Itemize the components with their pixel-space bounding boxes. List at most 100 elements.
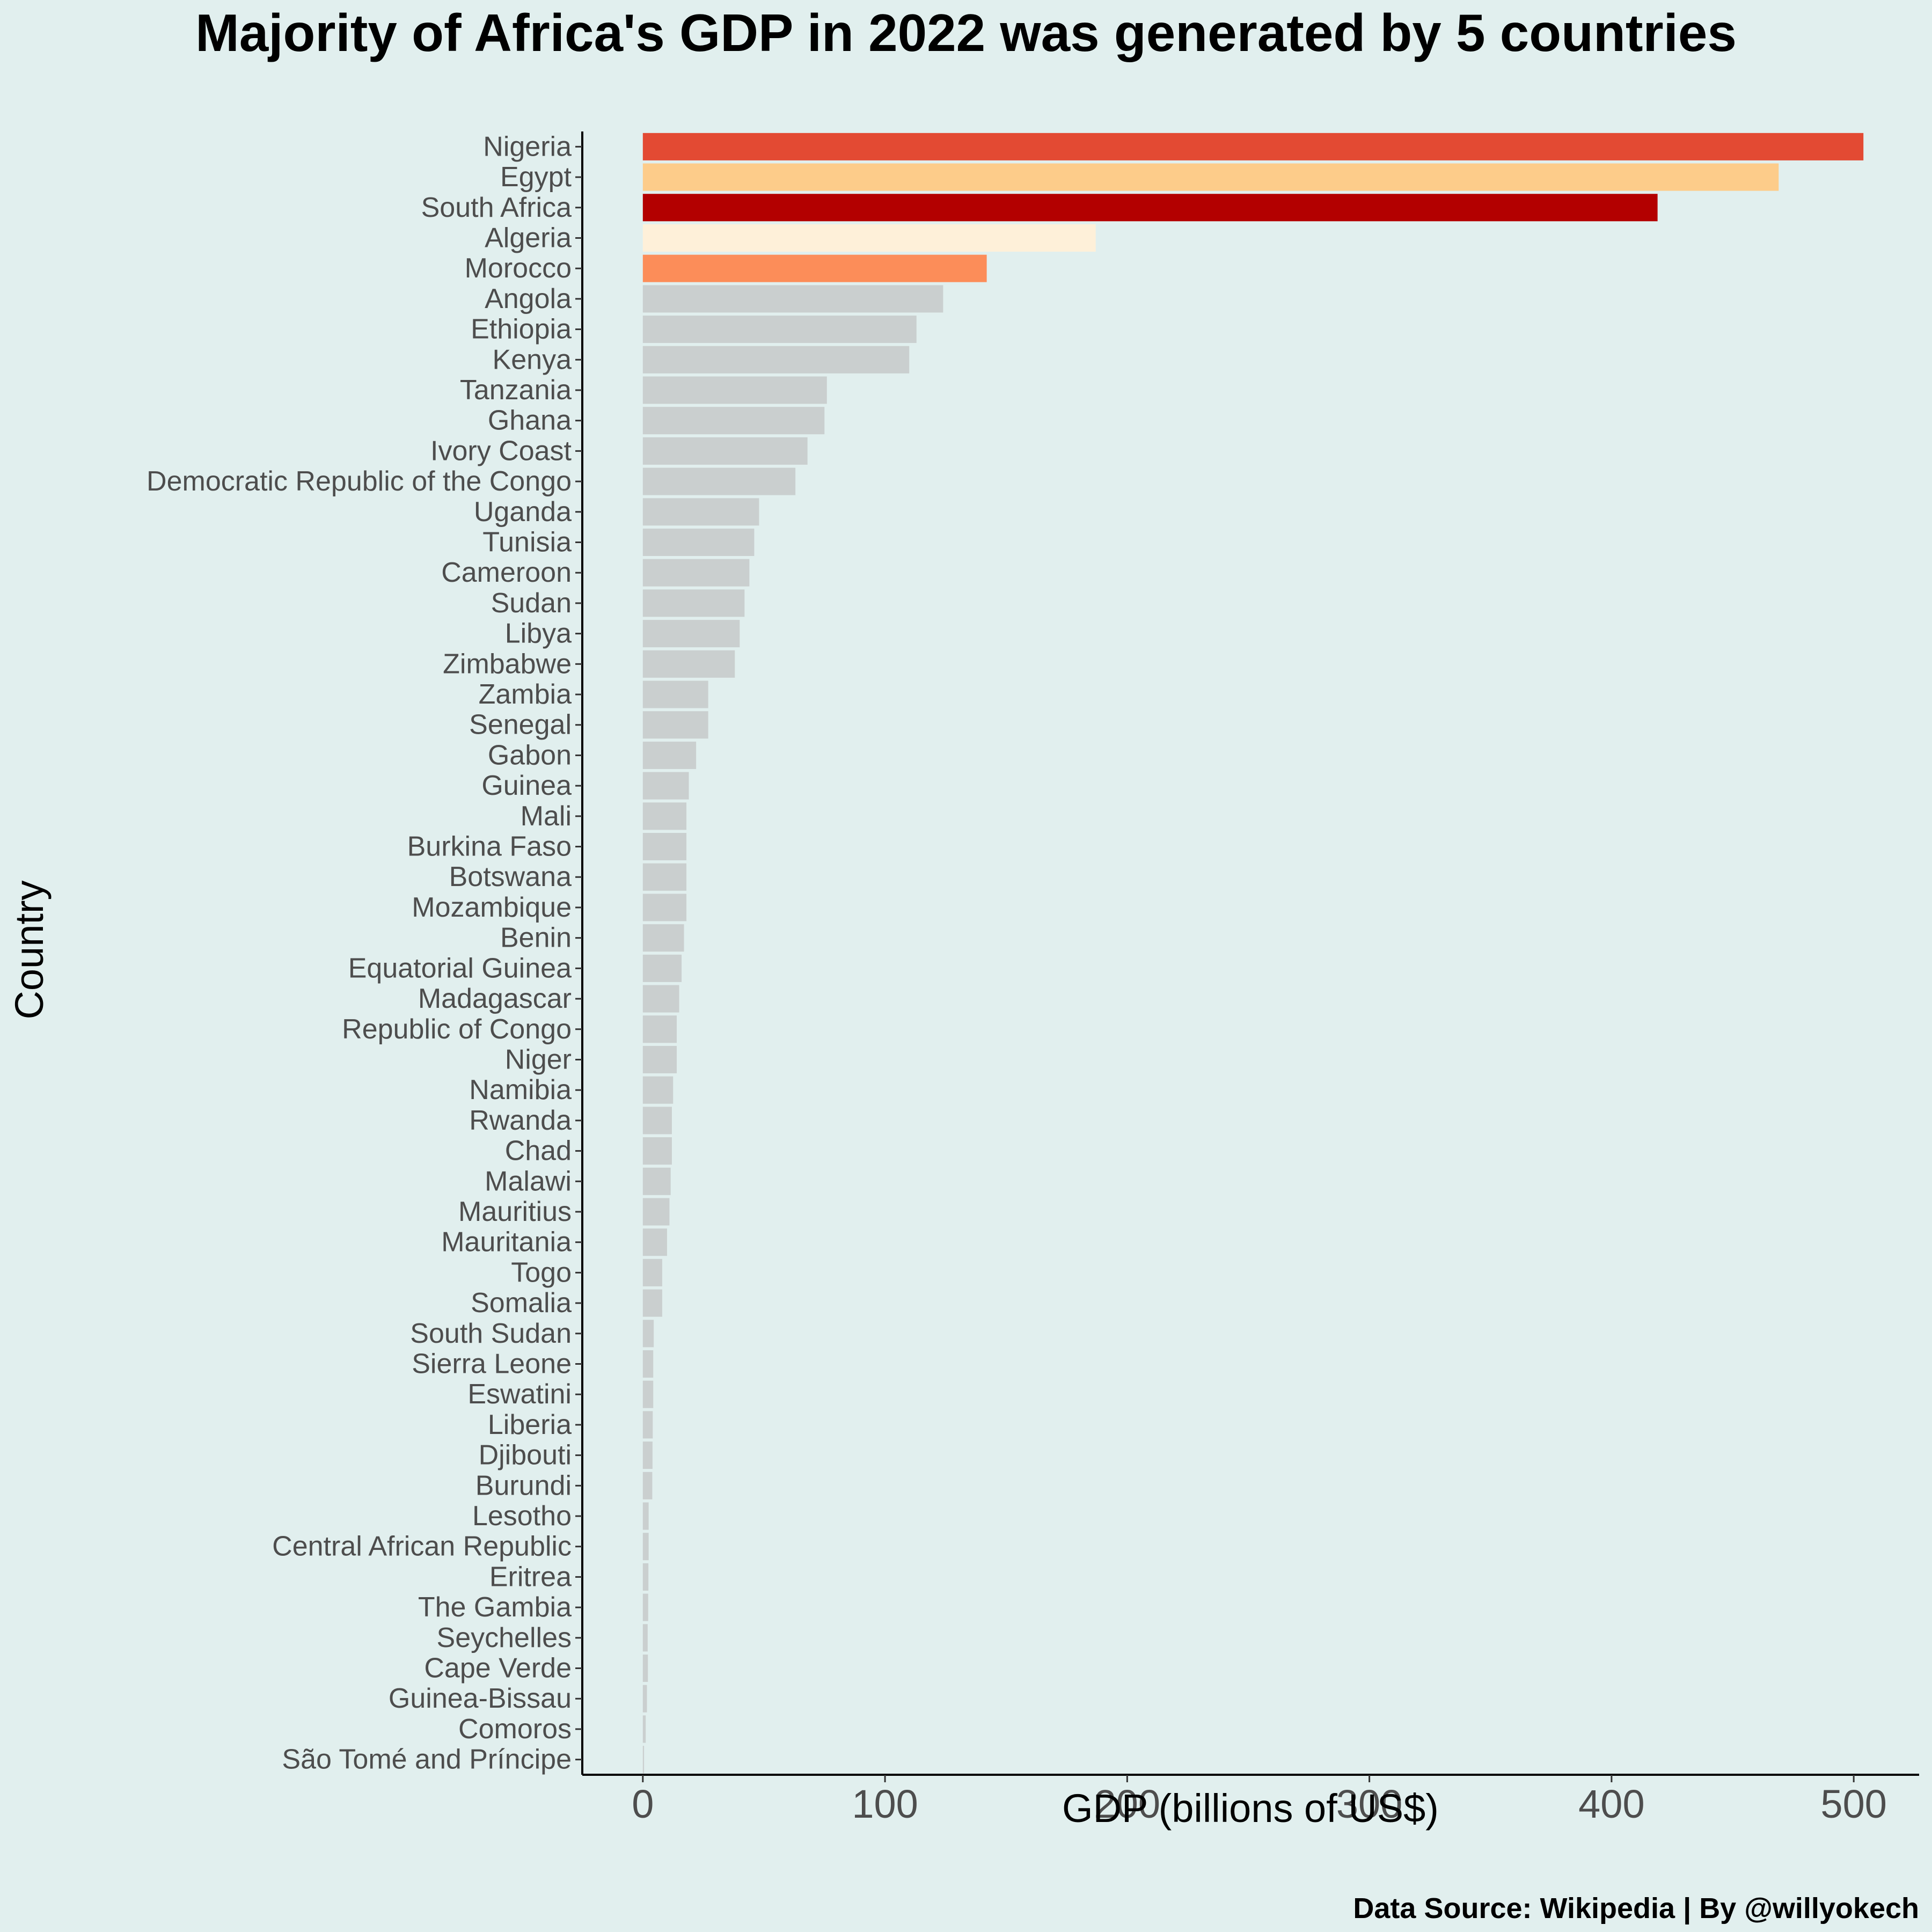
y-tick-label: Central African Republic (272, 1531, 572, 1562)
bar (642, 407, 825, 435)
bar (642, 1350, 654, 1378)
y-tick-label: Mauritius (458, 1196, 572, 1227)
bar (642, 589, 745, 617)
bar (642, 833, 687, 861)
y-tick-label: Somalia (471, 1287, 572, 1319)
bar (642, 711, 708, 739)
bar (642, 650, 735, 678)
data-source-caption: Data Source: Wikipedia | By @willyokech (1353, 1892, 1919, 1925)
bar (642, 285, 943, 313)
y-tick-label: Burundi (475, 1470, 572, 1501)
bar (642, 985, 679, 1013)
bar (642, 346, 910, 374)
x-tick-label: 0 (632, 1782, 654, 1826)
bar (642, 1624, 648, 1652)
y-tick-label: Sierra Leone (412, 1349, 572, 1380)
bar (642, 528, 755, 557)
bar (642, 620, 740, 648)
y-tick-label: Mali (521, 801, 572, 832)
y-tick-label: Eswatini (467, 1379, 572, 1410)
y-tick-label: Tanzania (460, 375, 572, 406)
bar (642, 254, 987, 282)
y-tick-label: Morocco (465, 253, 572, 284)
bar (642, 1289, 662, 1317)
y-tick-label: Cameroon (441, 557, 572, 588)
y-tick-label: Botswana (449, 861, 572, 892)
bar (642, 954, 682, 982)
y-tick-label: Sudan (491, 588, 572, 619)
y-tick-label: Ethiopia (471, 314, 572, 345)
bar (642, 1228, 667, 1256)
y-tick-label: Namibia (469, 1074, 572, 1106)
bar (642, 467, 796, 495)
y-tick-label: Eritrea (489, 1561, 572, 1592)
y-tick-label: Egypt (500, 162, 572, 193)
y-tick-label: Democratic Republic of the Congo (147, 466, 572, 497)
bar (642, 1198, 670, 1226)
bar (642, 163, 1779, 191)
x-tick-label: 500 (1820, 1782, 1886, 1826)
bar (642, 1472, 653, 1499)
y-tick-label: Niger (505, 1044, 572, 1075)
x-tick-label: 100 (852, 1782, 918, 1826)
bar (642, 1715, 646, 1743)
y-tick-label: Algeria (485, 222, 572, 253)
bar (642, 1655, 648, 1682)
y-tick-label: Mozambique (412, 892, 572, 923)
bar (642, 194, 1658, 222)
y-tick-label: Rwanda (469, 1105, 572, 1136)
y-tick-label: Lesotho (472, 1501, 572, 1532)
bar (642, 1380, 654, 1408)
y-tick-label: São Tomé and Príncipe (282, 1744, 572, 1775)
bar (642, 741, 697, 769)
chart-title: Majority of Africa's GDP in 2022 was gen… (195, 3, 1737, 62)
bar (642, 1258, 662, 1286)
y-tick-label: Angola (485, 283, 572, 314)
y-tick-label: Guinea (481, 770, 572, 801)
y-tick-label: Kenya (493, 344, 572, 375)
bar (642, 1045, 677, 1073)
y-tick-label: Nigeria (483, 131, 572, 162)
x-tick-label: 300 (1336, 1782, 1402, 1826)
y-tick-label: Liberia (488, 1409, 572, 1440)
y-tick-label: Djibouti (479, 1440, 572, 1471)
y-tick-label: Libya (505, 618, 572, 649)
y-tick-label: Zambia (479, 679, 572, 710)
bar (642, 224, 1096, 252)
y-axis-title: Country (7, 880, 52, 1019)
y-tick-label: South Sudan (410, 1318, 572, 1349)
bar (642, 1137, 672, 1165)
y-tick-label: Chad (505, 1136, 572, 1167)
bar (642, 1563, 649, 1591)
y-tick-label: Gabon (488, 740, 572, 771)
bar (642, 772, 689, 800)
bar (642, 1441, 653, 1469)
y-tick-label: Comoros (458, 1714, 572, 1745)
y-tick-label: Seychelles (437, 1622, 572, 1653)
y-tick-label: Malawi (485, 1166, 572, 1197)
bar (642, 1411, 653, 1439)
bar (642, 1107, 672, 1135)
y-tick-label: Togo (511, 1257, 572, 1288)
y-tick-label: Zimbabwe (443, 648, 572, 679)
bar (642, 1167, 671, 1195)
y-tick-label: Republic of Congo (342, 1014, 572, 1045)
bar (642, 863, 687, 891)
bar (642, 1746, 645, 1774)
y-tick-label: Uganda (474, 496, 572, 528)
x-tick-label: 200 (1094, 1782, 1160, 1826)
y-tick-label: Ivory Coast (430, 435, 572, 466)
bars-layer (642, 133, 1864, 1774)
bar (642, 376, 827, 404)
bar (642, 1685, 647, 1713)
y-tick-label: Benin (500, 923, 572, 954)
bar (642, 1015, 677, 1043)
x-axis: 0 100 200 300 400 500 (582, 1774, 1919, 1826)
x-tick-label: 400 (1578, 1782, 1644, 1826)
x-axis-title: GDP (billions of US$) (1062, 1786, 1439, 1831)
y-tick-label: South Africa (421, 192, 572, 223)
